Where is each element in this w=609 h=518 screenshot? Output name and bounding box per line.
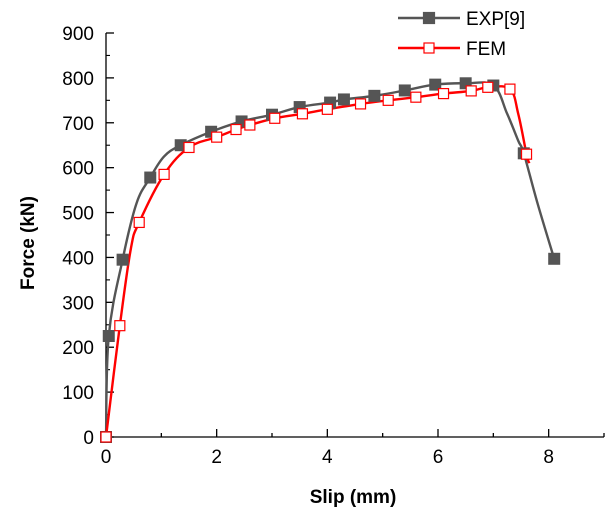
- x-tick-label: 8: [543, 447, 554, 468]
- data-point-exp-9: [116, 253, 129, 266]
- y-tick-label: 100: [62, 383, 94, 404]
- data-point-fem: [296, 108, 309, 120]
- data-point-fem: [465, 85, 477, 97]
- data-point-fem: [520, 148, 533, 160]
- y-tick-label: 900: [62, 24, 94, 45]
- data-point-fem: [230, 123, 242, 136]
- data-point-fem: [437, 87, 450, 100]
- x-tick-label: 4: [322, 447, 333, 468]
- legend-label: EXP[9]: [466, 9, 525, 30]
- data-point-exp-9: [368, 89, 381, 102]
- axes: 0 100 200 300 400 500 600 700 800 900 0 2 4 6 8: [62, 24, 605, 468]
- data-point-fem: [382, 94, 394, 106]
- data-point-fem: [410, 91, 422, 103]
- y-tick-label: 600: [62, 159, 94, 180]
- x-tick-label: 6: [433, 447, 444, 468]
- x-axis-title: Slip (mm): [310, 487, 397, 508]
- y-tick-label: 800: [62, 69, 94, 90]
- data-point-exp-9: [548, 252, 561, 265]
- legend-item-fem: FEM: [398, 39, 506, 60]
- x-tick-label: 0: [101, 447, 112, 468]
- y-tick-label: 200: [62, 338, 94, 359]
- y-tick-label: 500: [62, 204, 94, 225]
- data-point-fem: [183, 141, 195, 154]
- y-tick-label: 0: [83, 428, 94, 449]
- data-point-fem: [321, 103, 333, 115]
- legend-swatch-marker: [423, 42, 435, 54]
- y-tick-label: 700: [62, 114, 94, 135]
- y-tick-label: 300: [62, 293, 94, 314]
- series-markers: [100, 77, 561, 443]
- legend: EXP[9] FEM: [398, 9, 525, 60]
- data-point-fem: [244, 119, 256, 131]
- data-point-fem: [211, 131, 223, 143]
- y-axis-title: Force (kN): [18, 196, 39, 290]
- data-point-exp-9: [102, 330, 115, 342]
- legend-swatch-marker: [422, 11, 436, 25]
- data-point-fem: [504, 83, 516, 95]
- data-point-fem: [133, 216, 145, 229]
- data-point-exp-9: [144, 171, 157, 184]
- data-point-fem: [158, 168, 170, 180]
- data-point-exp-9: [429, 78, 442, 91]
- data-point-exp-9: [337, 93, 350, 106]
- data-point-fem: [100, 431, 112, 443]
- legend-item-exp-9: EXP[9]: [398, 9, 525, 30]
- data-point-fem: [482, 81, 494, 93]
- x-tick-label: 2: [211, 447, 222, 468]
- data-point-fem: [269, 112, 281, 124]
- data-point-fem: [354, 98, 367, 110]
- data-point-exp-9: [398, 84, 411, 97]
- data-point-fem: [114, 320, 126, 332]
- legend-label: FEM: [466, 39, 506, 60]
- y-tick-label: 400: [62, 248, 94, 269]
